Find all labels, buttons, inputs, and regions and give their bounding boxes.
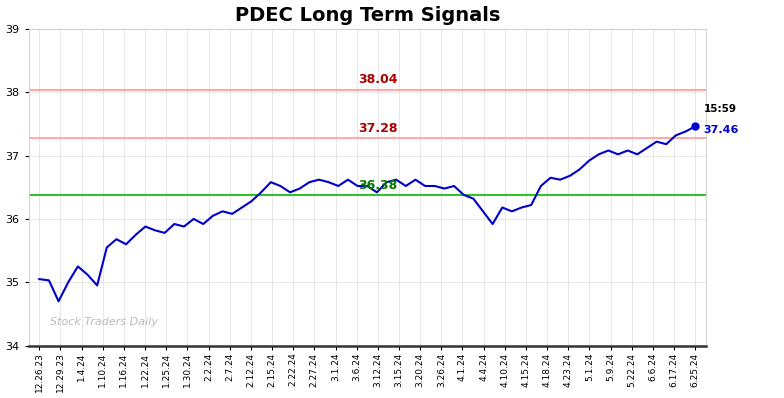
Text: 37.46: 37.46 xyxy=(704,125,739,135)
Text: 36.38: 36.38 xyxy=(358,179,397,192)
Text: 38.04: 38.04 xyxy=(358,73,397,86)
Text: 15:59: 15:59 xyxy=(704,104,737,114)
Title: PDEC Long Term Signals: PDEC Long Term Signals xyxy=(234,6,500,25)
Text: 37.28: 37.28 xyxy=(358,122,397,135)
Text: Stock Traders Daily: Stock Traders Daily xyxy=(50,316,158,326)
